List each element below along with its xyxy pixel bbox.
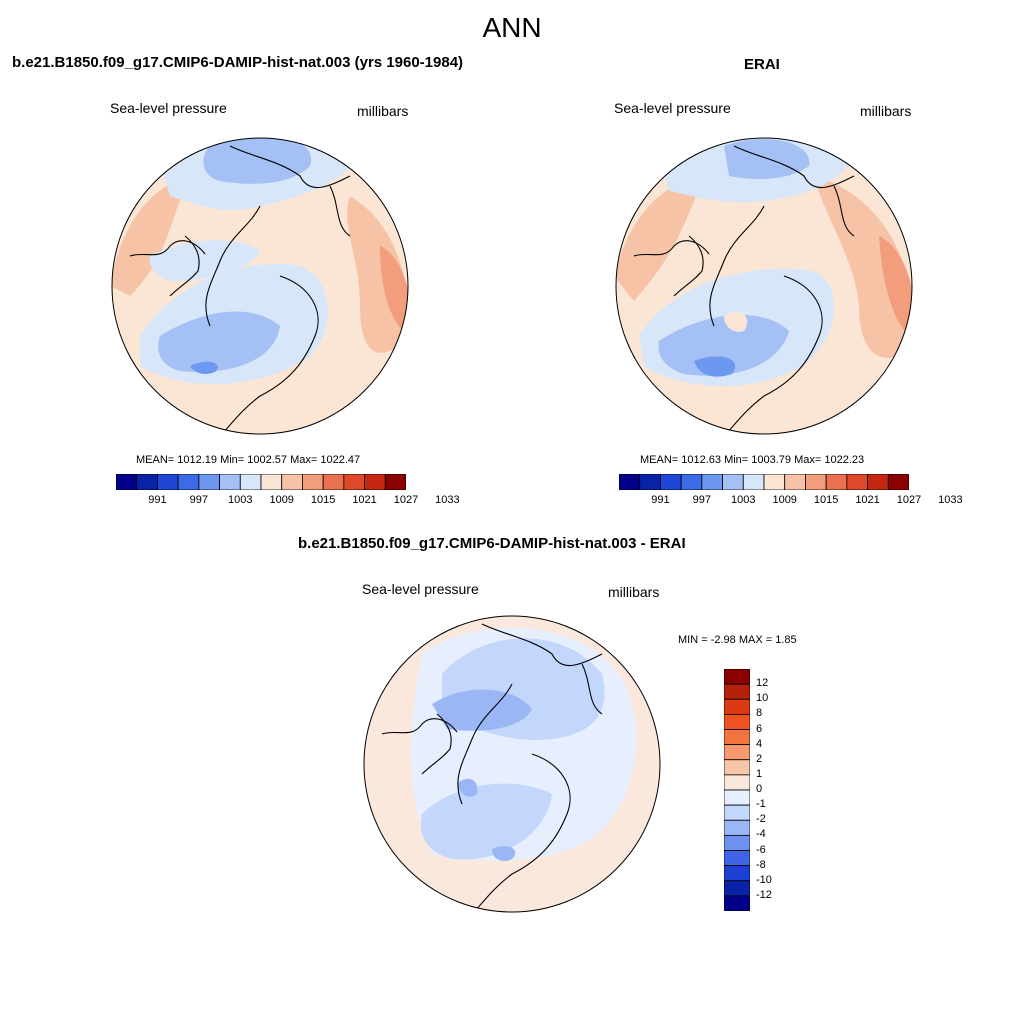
colorbar-swatch	[722, 474, 744, 490]
colorbar-tick-label: 1033	[938, 494, 963, 506]
colorbar-swatch	[724, 789, 750, 806]
colorbar-swatch	[384, 474, 406, 490]
colorbar-swatch	[239, 474, 262, 490]
colorbar-swatch	[260, 474, 283, 490]
colorbar-tick-label: 991	[651, 494, 670, 506]
colorbar-tick-label: 1003	[228, 494, 253, 506]
colorbar-tick-label: -2	[756, 813, 766, 826]
colorbar-swatch	[157, 474, 179, 490]
colorbar-tick-label: -12	[756, 888, 772, 901]
colorbar-tick-label: 1009	[772, 494, 797, 506]
colorbar-tick-label: 4	[756, 737, 763, 750]
colorbar-swatch	[281, 474, 303, 490]
panel-left-variable: Sea-level pressure	[110, 100, 227, 116]
colorbar-swatch	[867, 474, 889, 490]
figure-title: ANN	[482, 12, 542, 43]
colorbar-swatch	[343, 474, 365, 490]
panel-right-title: ERAI	[744, 56, 780, 73]
colorbar-swatch	[724, 698, 750, 715]
colorbar-tick-label: 1021	[855, 494, 880, 506]
colorbar-swatch	[742, 474, 765, 490]
colorbar-swatch	[825, 474, 848, 490]
colorbar-tick-label: 1003	[731, 494, 756, 506]
colorbar-swatch	[724, 683, 750, 700]
panel-left-title: b.e21.B1850.f09_g17.CMIP6-DAMIP-hist-nat…	[12, 54, 464, 71]
colorbar-swatch	[724, 713, 750, 730]
colorbar-swatch	[887, 474, 909, 490]
colorbar-tick-label: -1	[756, 798, 766, 811]
colorbar-tick-label: -4	[756, 828, 766, 841]
colorbar-swatch	[639, 474, 661, 490]
colorbar-swatch	[302, 474, 324, 490]
colorbar-swatch	[198, 474, 220, 490]
panel-right-units: millibars	[860, 103, 912, 119]
panel-left-stats: MEAN= 1012.19 Min= 1002.57 Max= 1022.47	[136, 454, 361, 466]
colorbar-tick-label: 10	[756, 692, 769, 705]
colorbar-tick-label: 0	[756, 783, 763, 795]
colorbar-swatch	[724, 895, 750, 911]
map-diff	[363, 615, 661, 913]
colorbar-swatch	[116, 474, 138, 490]
colorbar-swatch	[846, 474, 868, 490]
colorbar-swatch	[322, 474, 345, 490]
colorbar-swatch	[724, 669, 750, 685]
colorbar-swatch	[724, 759, 750, 776]
colorbar-swatch	[177, 474, 200, 490]
panel-diff-title: b.e21.B1850.f09_g17.CMIP6-DAMIP-hist-nat…	[298, 535, 686, 552]
colorbar-swatch	[701, 474, 723, 490]
colorbar-tick-label: 1009	[269, 494, 294, 506]
colorbar-tick-label: 1027	[393, 494, 419, 506]
colorbar-diff-labels: 12 10 8 6 4 2 1 0 -1 -2 -4 -6 -8 -10 -12	[756, 669, 796, 911]
panel-left-units: millibars	[357, 103, 409, 119]
colorbar-tick-label: 991	[148, 494, 167, 506]
colorbar-swatch	[724, 729, 750, 746]
colorbar-tick-label: 1015	[310, 494, 336, 506]
map-right	[615, 137, 913, 435]
colorbar-tick-label: 1033	[435, 494, 460, 506]
colorbar-swatch	[724, 880, 750, 897]
panel-diff-variable: Sea-level pressure	[362, 581, 479, 597]
colorbar-tick-label: 8	[756, 707, 763, 720]
colorbar-tick-label: 2	[756, 752, 763, 765]
colorbar-left	[116, 474, 406, 490]
colorbar-swatch	[724, 774, 750, 791]
colorbar-swatch	[219, 474, 241, 490]
colorbar-tick-label: -10	[756, 873, 772, 886]
colorbar-tick-label: 12	[756, 677, 769, 690]
colorbar-swatch	[784, 474, 806, 490]
colorbar-right-labels: 991 997 1003 1009 1015 1021 1027 1033	[619, 494, 962, 508]
colorbar-swatch	[619, 474, 641, 490]
colorbar-tick-label: 997	[692, 494, 712, 506]
colorbar-swatch	[763, 474, 786, 490]
colorbar-tick-label: 1	[756, 767, 763, 780]
colorbar-tick-label: 1027	[896, 494, 922, 506]
colorbar-swatch	[724, 804, 750, 821]
colorbar-tick-label: 1015	[813, 494, 839, 506]
colorbar-swatch	[724, 744, 750, 761]
colorbar-swatch	[660, 474, 682, 490]
colorbar-swatch	[136, 474, 158, 490]
panel-right-stats: MEAN= 1012.63 Min= 1003.79 Max= 1022.23	[640, 454, 865, 466]
colorbar-tick-label: 6	[756, 722, 763, 735]
colorbar-diff	[724, 669, 750, 911]
colorbar-swatch	[680, 474, 703, 490]
panel-diff-stats: MIN = -2.98 MAX = 1.85	[678, 634, 797, 646]
panel-right-variable: Sea-level pressure	[614, 100, 731, 116]
colorbar-right	[619, 474, 909, 490]
colorbar-swatch	[364, 474, 386, 490]
colorbar-tick-label: -6	[756, 843, 766, 856]
colorbar-swatch	[724, 819, 750, 836]
colorbar-swatch	[724, 850, 750, 867]
colorbar-tick-label: 1021	[352, 494, 377, 506]
colorbar-swatch	[724, 865, 750, 882]
colorbar-tick-label: 997	[189, 494, 209, 506]
colorbar-tick-label: -8	[756, 858, 766, 871]
panel-diff-units: millibars	[608, 584, 660, 600]
colorbar-swatch	[805, 474, 827, 490]
colorbar-left-labels: 991 997 1003 1009 1015 1021 1027 1033	[116, 494, 459, 508]
map-left	[111, 137, 409, 435]
colorbar-swatch	[724, 834, 750, 851]
